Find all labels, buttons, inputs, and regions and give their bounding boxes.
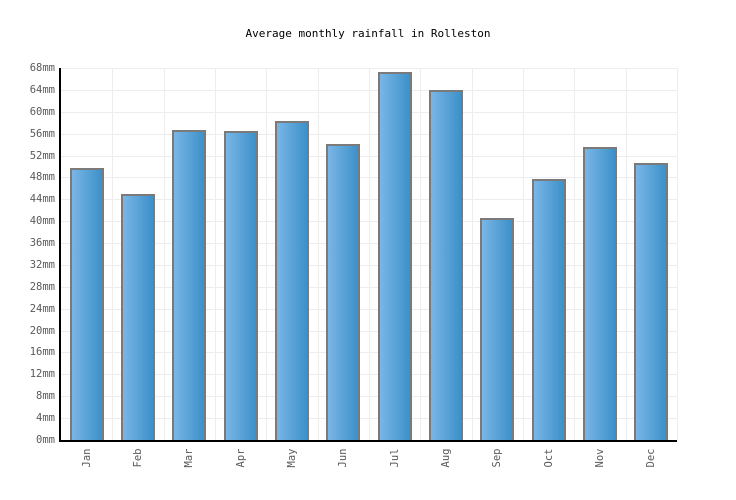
- y-tick-label: 4mm: [36, 412, 55, 424]
- bar-sep: [480, 218, 514, 440]
- v-gridline: [164, 68, 165, 440]
- y-tick-label: 56mm: [29, 128, 55, 140]
- x-tick-label-aug: Aug: [440, 448, 452, 468]
- y-tick-label: 60mm: [29, 106, 55, 118]
- v-gridline: [523, 68, 524, 440]
- y-tick-label: 0mm: [36, 434, 55, 446]
- v-gridline: [420, 68, 421, 440]
- y-tick-label: 40mm: [29, 215, 55, 227]
- y-tick-label: 44mm: [29, 193, 55, 205]
- y-tick-label: 64mm: [29, 84, 55, 96]
- y-tick-label: 16mm: [29, 346, 55, 358]
- v-gridline: [318, 68, 319, 440]
- y-tick-label: 48mm: [29, 171, 55, 183]
- x-tick-label-may: May: [286, 448, 298, 468]
- x-tick-label-dec: Dec: [645, 448, 657, 468]
- x-tick-label-oct: Oct: [543, 448, 555, 468]
- y-tick-label: 36mm: [29, 237, 55, 249]
- x-tick-label-jun: Jun: [337, 448, 349, 468]
- y-tick-label: 20mm: [29, 325, 55, 337]
- bar-apr: [224, 131, 258, 440]
- x-axis-line: [59, 440, 677, 442]
- y-tick-label: 8mm: [36, 390, 55, 402]
- y-tick-label: 12mm: [29, 368, 55, 380]
- x-tick-label-sep: Sep: [491, 448, 503, 468]
- v-gridline: [369, 68, 370, 440]
- v-gridline: [112, 68, 113, 440]
- v-gridline: [215, 68, 216, 440]
- y-tick-label: 32mm: [29, 259, 55, 271]
- y-tick-label: 24mm: [29, 303, 55, 315]
- chart-title: Average monthly rainfall in Rolleston: [245, 27, 491, 40]
- x-tick-label-mar: Mar: [183, 448, 195, 468]
- y-tick-label: 28mm: [29, 281, 55, 293]
- v-gridline: [266, 68, 267, 440]
- bar-aug: [429, 90, 463, 440]
- x-tick-label-jan: Jan: [81, 448, 93, 468]
- y-tick-label: 68mm: [29, 62, 55, 74]
- bar-dec: [634, 163, 668, 440]
- x-tick-label-nov: Nov: [594, 448, 606, 468]
- bar-mar: [172, 130, 206, 440]
- x-tick-label-jul: Jul: [389, 448, 401, 468]
- bar-jul: [378, 72, 412, 440]
- y-tick-label: 52mm: [29, 150, 55, 162]
- bar-feb: [121, 194, 155, 440]
- v-gridline: [574, 68, 575, 440]
- v-gridline: [472, 68, 473, 440]
- x-tick-label-apr: Apr: [235, 448, 247, 468]
- bar-jan: [70, 168, 104, 440]
- bar-oct: [532, 179, 566, 440]
- bar-jun: [326, 144, 360, 440]
- v-gridline: [626, 68, 627, 440]
- x-tick-label-feb: Feb: [132, 448, 144, 468]
- y-axis-line: [59, 68, 61, 442]
- bar-nov: [583, 147, 617, 440]
- v-gridline: [677, 68, 678, 440]
- bar-may: [275, 121, 309, 440]
